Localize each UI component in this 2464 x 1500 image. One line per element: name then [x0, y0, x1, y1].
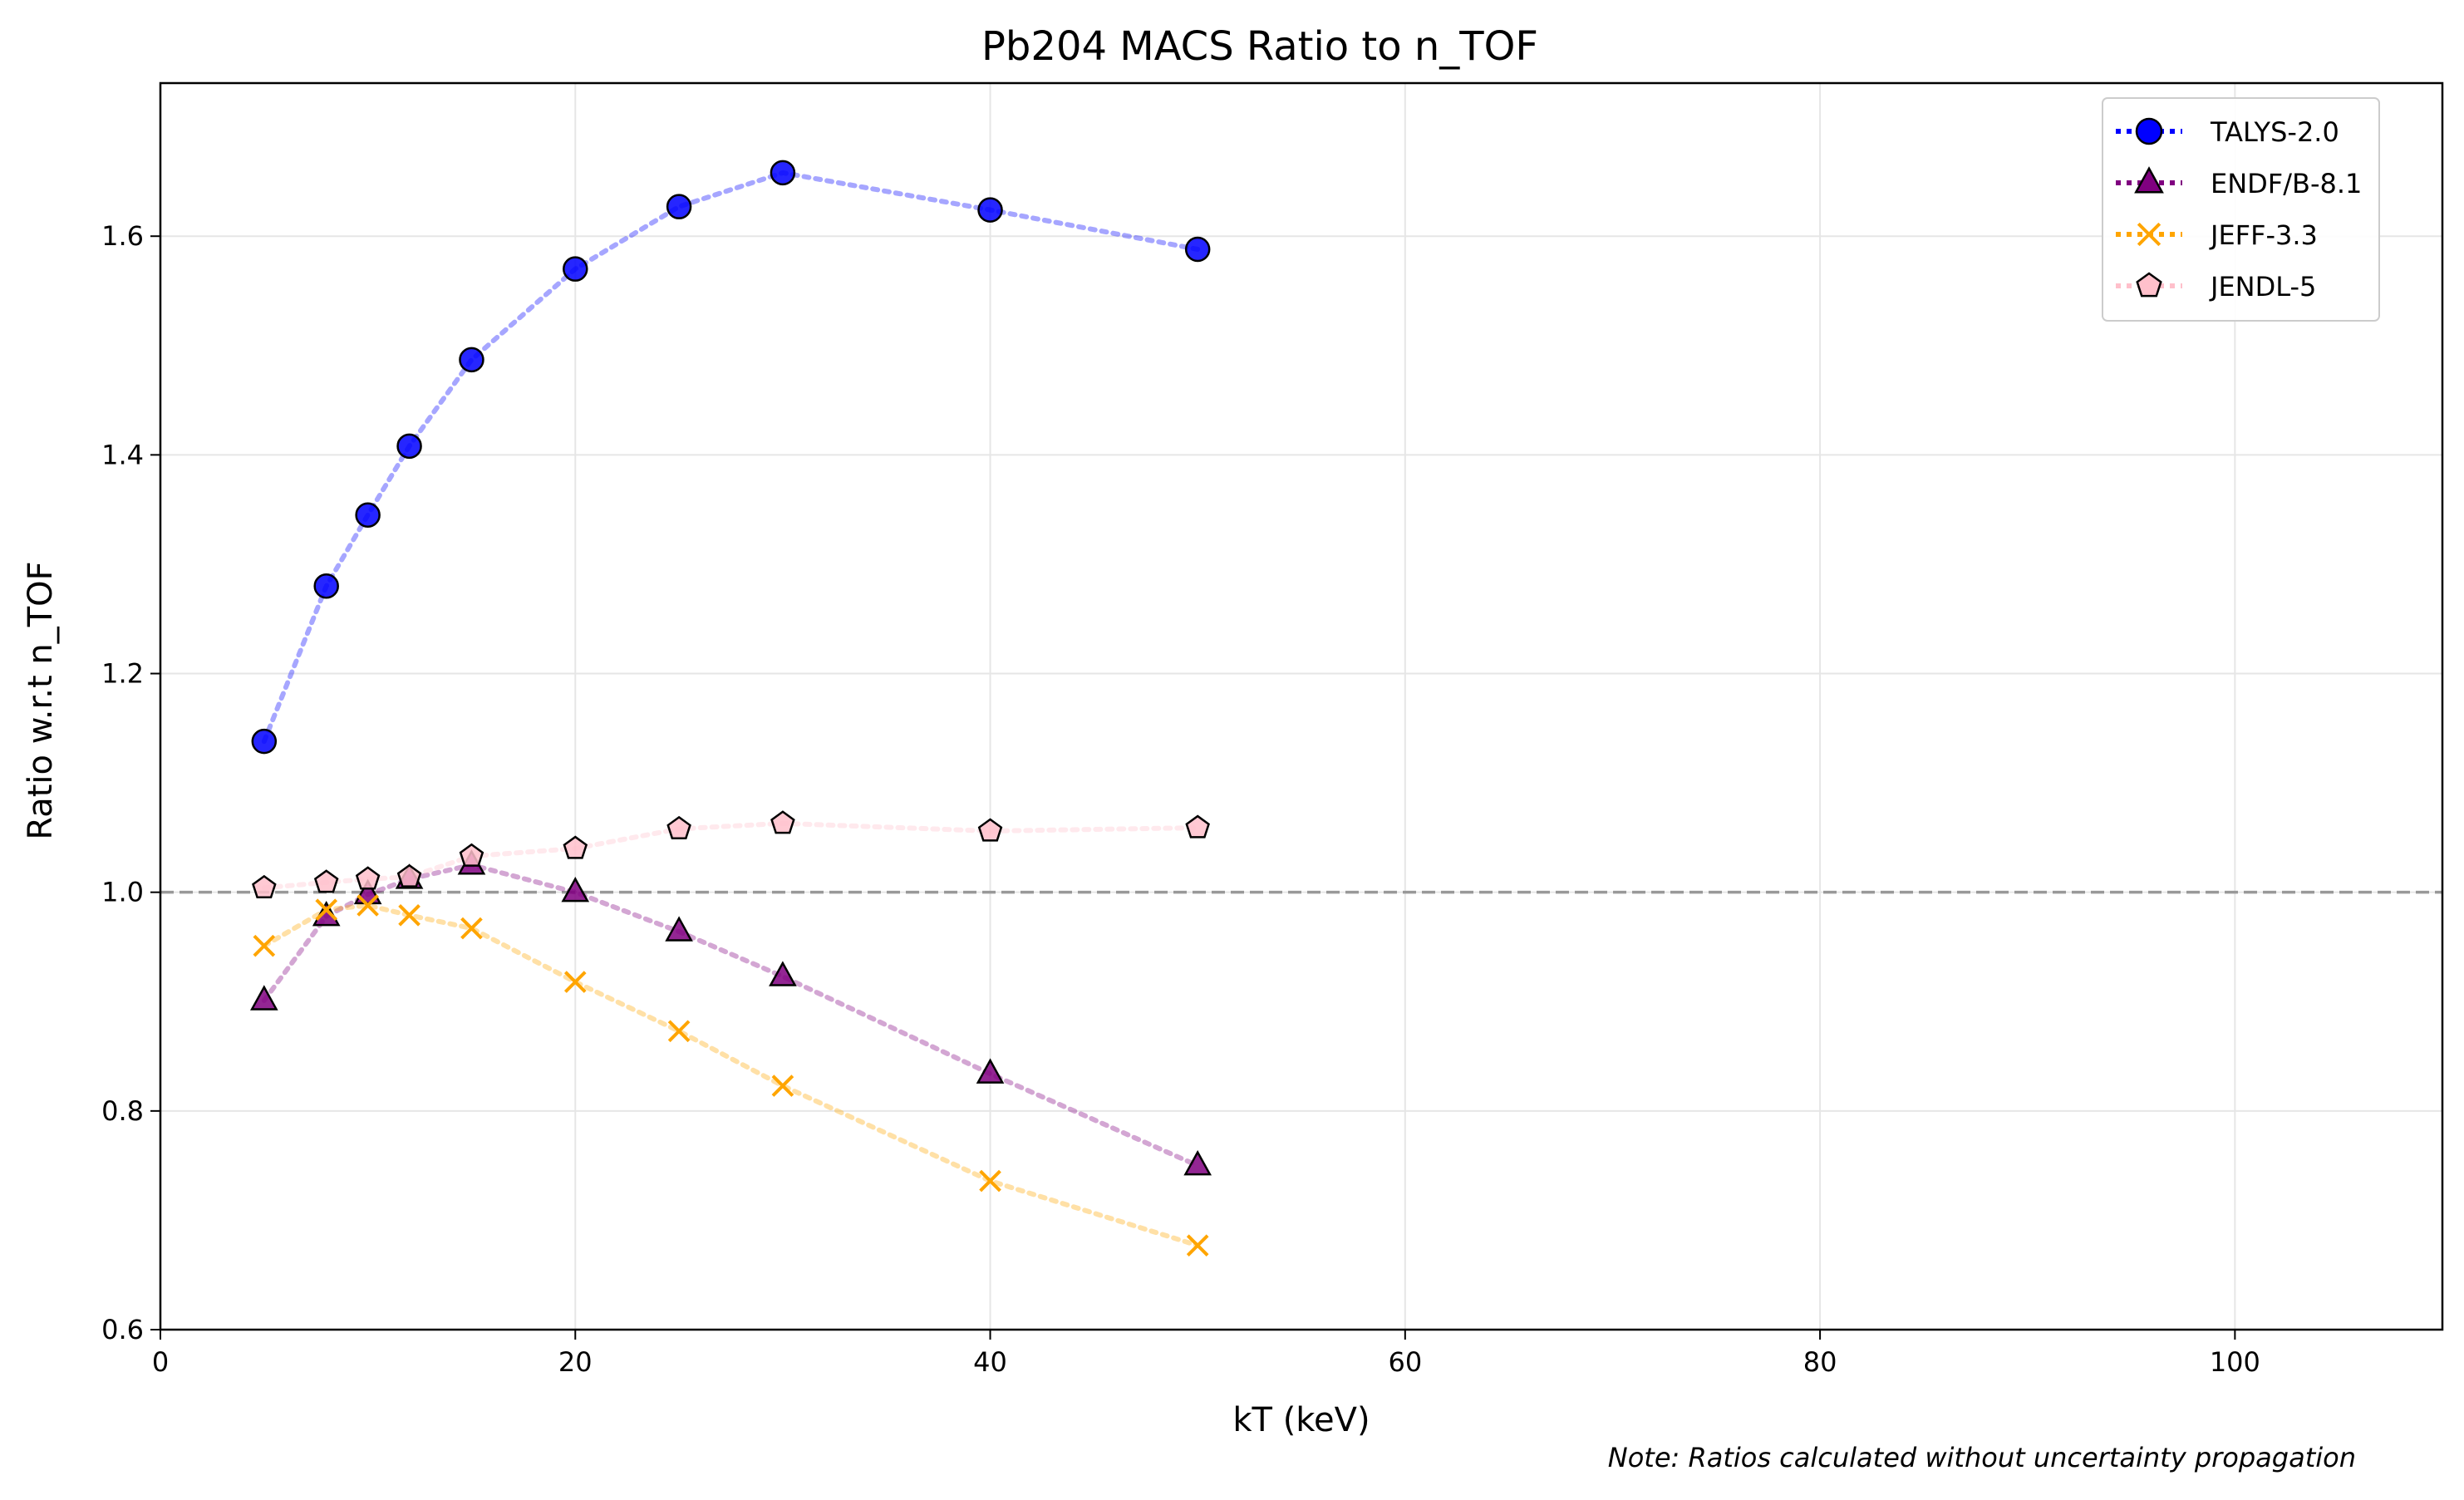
- data-point-circle: [666, 194, 692, 219]
- data-point-x: [1186, 1234, 1209, 1257]
- legend-label: JEFF-3.3: [2209, 219, 2318, 251]
- y-tick-label: 1.0: [101, 877, 144, 908]
- legend-box: [2102, 97, 2380, 322]
- axis-ticks: 0 20 40 60 80 100 0.6 0.8 1.0 1.2 1.4 1.6: [101, 220, 2260, 1378]
- series-markers: [249, 160, 1212, 1257]
- plot-frame: [159, 81, 2444, 1331]
- data-point-pentagon: [396, 863, 422, 888]
- data-point-circle: [563, 256, 588, 282]
- data-point-x: [357, 894, 379, 917]
- data-point-x: [253, 934, 276, 957]
- legend-label: ENDF/B-8.1: [2211, 168, 2362, 199]
- data-point-x: [667, 1020, 691, 1043]
- x-tick-label: 40: [973, 1346, 1007, 1378]
- data-point-pentagon: [459, 843, 484, 867]
- y-tick-label: 1.4: [101, 439, 144, 470]
- series-line-x: [261, 902, 1201, 1248]
- data-point-circle: [770, 160, 796, 186]
- data-point-pentagon: [770, 810, 795, 834]
- y-tick-label: 0.8: [101, 1095, 144, 1127]
- data-point-circle: [355, 502, 381, 528]
- data-point-triangle: [769, 961, 797, 986]
- grid: [160, 83, 2442, 1330]
- data-point-pentagon: [666, 815, 691, 839]
- data-point-circle: [1184, 236, 1211, 263]
- data-point-x: [398, 904, 421, 927]
- x-tick-label: 60: [1388, 1346, 1422, 1378]
- y-tick-label: 1.2: [101, 658, 144, 690]
- data-point-pentagon: [1185, 814, 1210, 839]
- series-lines: [261, 170, 1201, 1248]
- legend: TALYS-2.0 ENDF/B-8.1 JEFF-3.3 JENDL-5: [2102, 97, 2380, 322]
- y-tick-label: 0.6: [101, 1314, 144, 1345]
- data-point-circle: [459, 347, 484, 373]
- legend-label: TALYS-2.0: [2210, 116, 2339, 148]
- data-point-triangle: [665, 916, 693, 942]
- footnote: Note: Ratios calculated without uncertai…: [1607, 1442, 2356, 1473]
- data-point-x: [771, 1075, 794, 1097]
- data-point-x: [979, 1169, 1001, 1193]
- data-point-pentagon: [977, 818, 1003, 842]
- data-point-triangle: [1183, 1149, 1212, 1176]
- legend-label: JENDL-5: [2209, 271, 2316, 302]
- y-axis-label: Ratio w.r.t n_TOF: [22, 561, 60, 839]
- chart-title: Pb204 MACS Ratio to n_TOF: [981, 23, 1538, 70]
- series-line-pentagon: [261, 820, 1201, 891]
- data-point-pentagon: [313, 869, 339, 893]
- data-point-circle: [313, 573, 339, 599]
- x-tick-label: 20: [558, 1346, 593, 1378]
- series-line-triangle: [261, 862, 1201, 1168]
- x-tick-label: 80: [1803, 1346, 1837, 1378]
- data-point-triangle: [976, 1058, 1005, 1084]
- x-tick-label: 100: [2210, 1346, 2260, 1378]
- data-point-pentagon: [563, 835, 588, 859]
- x-axis-label: kT (keV): [1232, 1401, 1370, 1439]
- legend-marker-x: [2137, 222, 2162, 247]
- data-point-x: [563, 971, 587, 993]
- x-tick-label: 0: [152, 1346, 169, 1378]
- data-point-x: [315, 898, 338, 922]
- data-point-triangle: [561, 876, 590, 902]
- legend-marker-circle: [2135, 117, 2163, 145]
- data-point-circle: [251, 728, 278, 755]
- data-point-circle: [396, 433, 422, 460]
- data-point-pentagon: [252, 874, 277, 898]
- y-tick-label: 1.6: [101, 220, 144, 252]
- series-line-circle: [261, 170, 1201, 745]
- data-point-triangle: [249, 985, 278, 1011]
- legend-marker-pentagon: [2136, 272, 2162, 298]
- data-point-pentagon: [355, 866, 381, 890]
- legend-marker-triangle: [2134, 166, 2164, 194]
- data-point-x: [460, 917, 483, 940]
- data-point-circle: [977, 197, 1003, 223]
